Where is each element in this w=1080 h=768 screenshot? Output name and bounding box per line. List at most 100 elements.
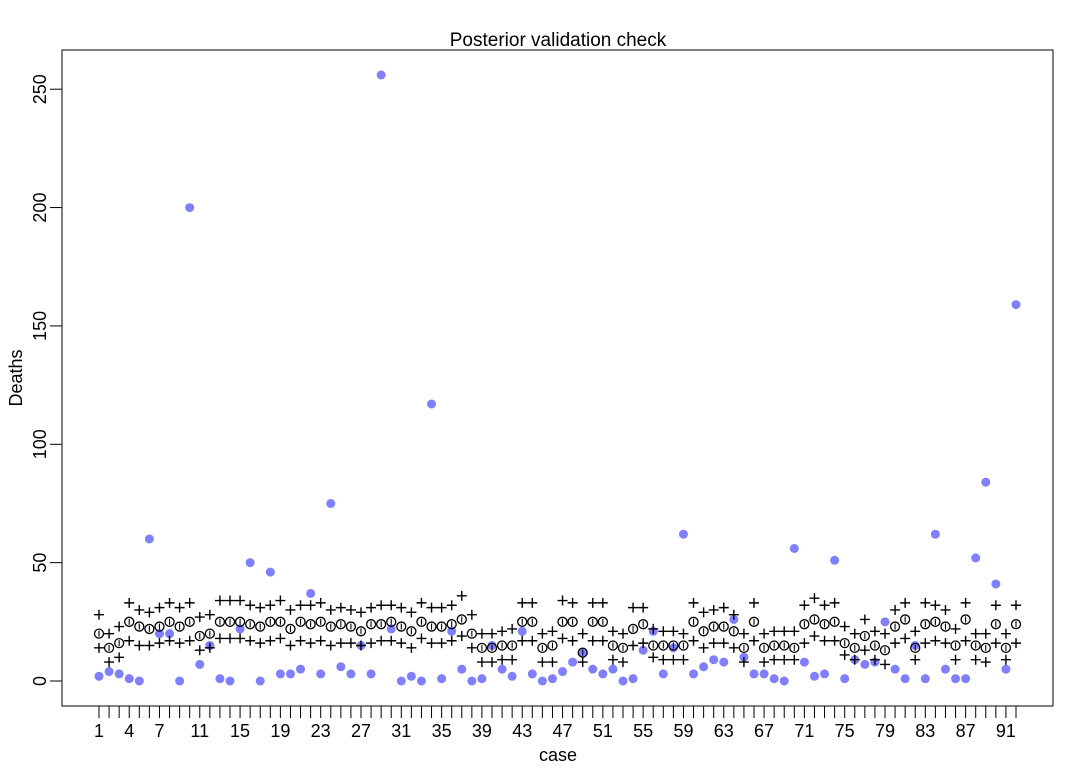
x-tick-label: 19 [270,721,290,741]
interval-plus-point [970,654,981,665]
interval-plus-point [769,654,780,665]
interval-plus-point [900,597,911,608]
posterior-mean-point [174,621,185,632]
interval-plus-point [618,657,628,668]
observed-point [275,669,285,679]
posterior-mean-point [587,616,598,627]
interval-plus-point [940,604,951,615]
posterior-mean-point [406,626,417,637]
interval-plus-point [285,640,296,651]
x-axis-title: case [539,745,577,765]
interval-plus-point [920,638,931,649]
interval-plus-point [910,626,921,637]
interval-plus-point [265,635,276,646]
interval-plus-point [305,600,316,611]
observed-point [114,669,124,679]
interval-plus-point [567,635,578,646]
observed-point [165,629,175,639]
observed-point [94,671,104,681]
posterior-mean-point [678,640,689,651]
interval-plus-point [507,623,518,634]
posterior-mean-point [517,616,528,627]
interval-plus-point [214,633,225,644]
posterior-mean-point [557,616,568,627]
interval-plus-point [476,657,487,668]
interval-plus-point [255,638,266,649]
interval-plus-point [819,635,830,646]
interval-plus-point [406,642,417,653]
interval-plus-point [466,642,477,653]
interval-plus-point [668,654,679,665]
interval-plus-point [547,657,558,668]
posterior-mean-point [607,640,619,651]
posterior-mean-point [275,616,286,627]
interval-plus-point [386,635,397,646]
observed-point [860,659,870,669]
observed-point [840,674,850,684]
posterior-mean-point [154,621,165,632]
interval-plus-point [487,657,497,668]
interval-plus-point [648,652,659,663]
posterior-mean-point [839,637,850,649]
observed-point [900,674,910,684]
interval-plus-point [880,628,890,639]
interval-plus-point [104,628,115,639]
posterior-mean-point [295,616,306,627]
posterior-mean-point [728,626,739,637]
observed-point [396,676,406,686]
posterior-mean-point [920,619,931,630]
interval-plus-point [436,638,447,649]
posterior-mean-point [869,640,881,651]
interval-plus-point [114,652,125,663]
interval-plus-point [446,635,457,646]
observed-point [326,498,336,508]
posterior-mean-point [819,619,830,630]
interval-plus-point [859,645,870,656]
posterior-mean-point [627,623,639,635]
observed-point [820,669,830,679]
interval-plus-point [688,597,699,608]
interval-plus-point [416,597,427,608]
interval-plus-point [386,600,397,611]
interval-plus-point [285,604,296,615]
posterior-mean-point [436,621,447,632]
interval-plus-point [557,633,568,644]
interval-plus-point [275,633,286,644]
posterior-mean-point [970,640,981,651]
posterior-mean-point [396,621,407,632]
interval-plus-point [345,638,356,649]
interval-plus-point [174,602,185,613]
interval-plus-point [628,640,639,651]
observed-point [265,567,275,577]
observed-point [598,669,608,679]
posterior-mean-point [345,621,357,632]
interval-plus-point [698,642,709,653]
interval-plus-point [396,602,407,613]
interval-plus-point [980,628,991,639]
interval-plus-point [487,628,497,639]
observed-point [951,674,961,684]
posterior-mean-point [315,616,326,627]
posterior-mean-point [708,621,719,632]
posterior-mean-point [184,616,195,627]
observed-point [618,676,628,686]
interval-plus-point [829,597,840,608]
interval-plus-point [799,638,810,649]
interval-plus-point [678,628,689,639]
interval-plus-point [134,604,145,615]
interval-plus-point [154,602,165,613]
interval-plus-point [235,633,246,644]
x-tick-label: 87 [956,721,976,741]
observed-point [457,664,467,674]
interval-plus-point [214,595,225,606]
y-tick-label: 50 [30,553,50,573]
posterior-mean-point [617,642,629,654]
interval-plus-point [305,638,316,649]
posterior-mean-point [718,621,729,632]
posterior-mean-point [335,619,346,630]
interval-plus-point [517,597,528,608]
x-tick-label: 63 [714,721,734,741]
interval-plus-point [607,626,618,637]
observed-point [961,674,971,684]
interval-plus-point [718,602,729,613]
